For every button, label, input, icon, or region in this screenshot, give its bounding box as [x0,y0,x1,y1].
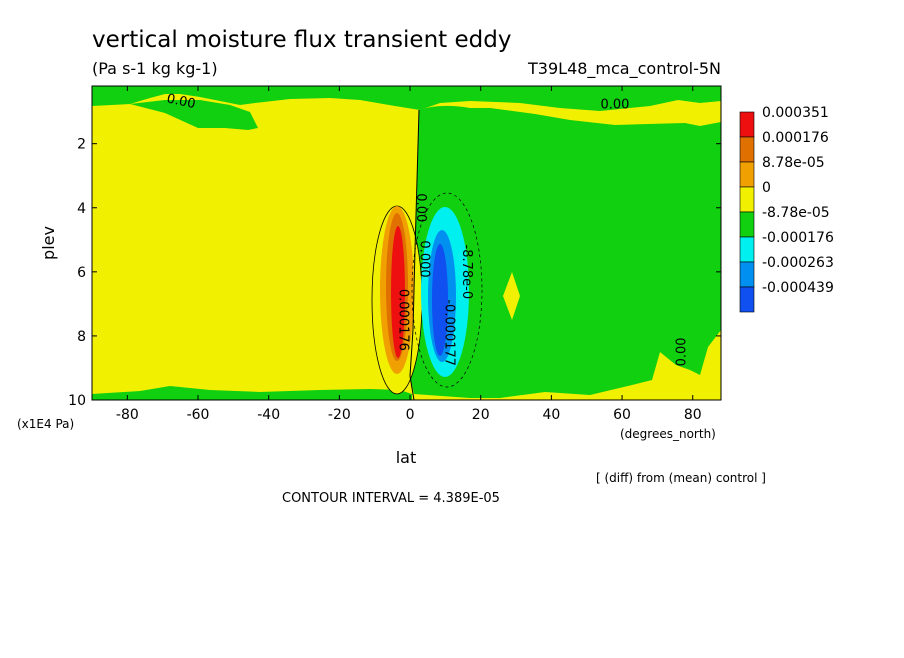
green-band-top [92,86,721,111]
positive-contour-4 [391,226,405,358]
y-tick-label: 8 [77,329,86,345]
contour-label: 0.00 [675,337,690,366]
experiment-label: T39L48_mca_control-5N [527,59,721,79]
green-strip-bottom [92,386,412,400]
y-tick-label: 2 [77,137,86,153]
legend-swatch [739,161,755,188]
contour-label: -0.000177 [441,299,456,366]
contour-field [92,86,721,400]
legend-swatch [739,286,755,313]
contour-label: 0.000176 [395,289,410,351]
plot-frame [91,85,722,401]
y-tick-label: 4 [77,201,86,217]
legend-swatch [739,186,755,213]
y-axis-units: (x1E4 Pa) [17,417,74,431]
x-tick-label: 80 [684,407,702,423]
legend-swatch [739,111,755,138]
x-tick-label: 20 [472,407,490,423]
x-tick-label: -80 [116,407,139,423]
legend-swatch [739,261,755,288]
green-region-east [410,105,721,399]
chart-title: vertical moisture flux transient eddy [92,27,511,53]
legend-swatch [739,211,755,238]
y-axis-label: plev [39,226,58,260]
legend-label: 0 [762,180,771,196]
zero-contour-line [409,109,420,400]
x-axis-units: (degrees_north) [620,427,716,441]
legend-label: 8.78e-05 [762,155,825,171]
x-tick-label: 0 [406,407,415,423]
legend-label: -0.000439 [762,280,834,296]
contour-label: 0.00 [601,97,630,112]
units-label: (Pa s-1 kg kg-1) [92,59,218,78]
legend-label: -0.000176 [762,230,834,246]
x-tick-label: -60 [187,407,210,423]
contour-interval-note: CONTOUR INTERVAL = 4.389E-05 [282,491,500,506]
x-tick-label: 60 [613,407,631,423]
x-axis: -80 -60 -40 -20 0 20 40 60 80 [116,86,702,423]
legend-label: 0.000351 [762,105,829,121]
comparison-note: [ (diff) from (mean) control ] [596,471,766,485]
contour-label: 0.000 [417,240,432,277]
negative-contour-1 [411,192,483,388]
x-tick-label: -40 [257,407,280,423]
legend-label: -8.78e-05 [762,205,830,221]
legend-swatch [739,236,755,263]
legend-swatch [739,136,755,163]
negative-contour-4 [432,244,448,356]
y-tick-label: 10 [68,393,86,409]
x-tick-label: 40 [542,407,560,423]
color-legend: 0.000351 0.000176 8.78e-05 0 -8.78e-05 -0.000… [739,105,834,313]
legend-label: 0.000176 [762,130,829,146]
contour-labels: 0.00 0.00 0.00 0.00 0.000176 -8.78e-0 0.000 -0.… [165,91,689,366]
y-axis: 2 4 6 8 10 [68,137,721,409]
contour-label: -8.78e-0 [459,245,474,300]
contour-label: 0.00 [165,91,196,112]
yellow-patch-30n [503,272,520,320]
x-tick-label: -20 [328,407,351,423]
legend-label: -0.000263 [762,255,834,271]
green-tongue-northwest [130,100,258,130]
contour-label: 0.00 [413,193,428,222]
y-tick-label: 6 [77,265,86,281]
x-axis-label: lat [396,448,417,467]
